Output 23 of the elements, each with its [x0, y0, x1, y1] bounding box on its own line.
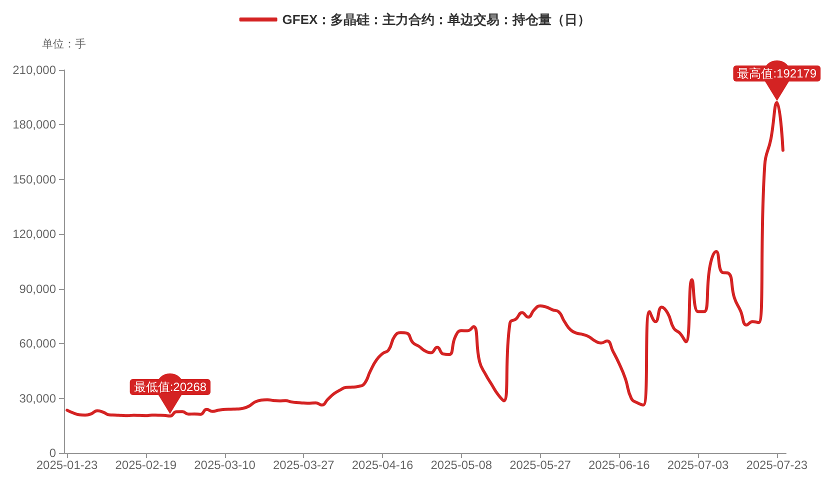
y-tick-label: 180,000 [12, 118, 56, 132]
y-axis-title: 单位：手 [42, 38, 86, 50]
y-tick-label: 0 [49, 446, 56, 460]
line-series [66, 101, 784, 418]
y-tick-label: 150,000 [12, 172, 56, 186]
y-tick-label: 210,000 [12, 63, 56, 77]
x-tick-label: 2025-07-23 [746, 458, 808, 472]
x-tick-label: 2025-05-08 [430, 458, 492, 472]
x-tick-label: 2025-06-16 [588, 458, 650, 472]
annotation: 最高值:192179 [737, 66, 817, 80]
x-tick-label: 2025-03-10 [194, 458, 256, 472]
y-tick-label: 60,000 [19, 336, 56, 351]
legend-label: GFEX：多晶硅：主力合约：单边交易：持仓量（日） [282, 12, 591, 27]
annotation: 最低值:20268 [134, 380, 207, 394]
x-tick-label: 2025-04-16 [352, 458, 414, 472]
x-tick-label: 2025-07-03 [667, 458, 730, 472]
x-tick-label: 2025-02-19 [115, 458, 177, 472]
x-tick-label: 2025-03-27 [272, 458, 335, 472]
x-tick-label: 2025-05-27 [510, 458, 572, 472]
y-tick-label: 120,000 [12, 227, 56, 242]
y-tick-label: 90,000 [19, 282, 56, 296]
x-tick-label: 2025-01-23 [36, 458, 98, 472]
y-tick-label: 30,000 [19, 391, 56, 406]
